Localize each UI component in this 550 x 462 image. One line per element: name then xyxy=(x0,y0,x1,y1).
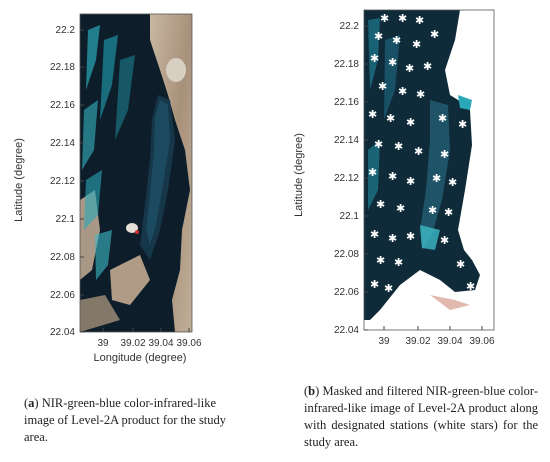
panel-b-image: ✱ ✱ ✱ ✱ ✱ ✱✱ ✱ ✱ ✱ ✱ ✱ ✱ ✱ ✱ ✱ ✱ ✱ ✱ ✱ ✱ ✱ ✱ ✱ ✱ ✱ ✱ ✱ ✱ ✱ ✱ ✱ … xyxy=(364,10,494,330)
svg-text:✱: ✱ xyxy=(368,166,377,179)
svg-text:✱: ✱ xyxy=(416,88,425,101)
svg-text:✱: ✱ xyxy=(370,278,379,291)
svg-text:✱: ✱ xyxy=(406,230,415,243)
panel-a-y-axis: 22.2 22.18 22.16 22.14 22.12 22.1 22.08 … xyxy=(13,25,84,338)
svg-text:✱: ✱ xyxy=(384,282,393,295)
panel-b-xtick-1: 39.02 xyxy=(405,336,430,347)
svg-text:✱: ✱ xyxy=(466,280,475,293)
svg-text:✱: ✱ xyxy=(412,38,421,51)
svg-text:✱: ✱ xyxy=(374,138,383,151)
svg-text:✱: ✱ xyxy=(398,85,407,98)
svg-text:✱: ✱ xyxy=(414,145,423,158)
svg-text:✱: ✱ xyxy=(405,62,414,75)
svg-text:✱: ✱ xyxy=(458,118,467,131)
svg-text:✱: ✱ xyxy=(440,148,449,161)
panel-a-xtick-2: 39.04 xyxy=(148,338,173,349)
svg-text:✱: ✱ xyxy=(388,170,397,183)
panel-b-ytick-8: 22.04 xyxy=(334,325,359,336)
panel-b-ytick-0: 22.2 xyxy=(340,21,360,32)
svg-text:✱: ✱ xyxy=(380,12,389,25)
svg-text:✱: ✱ xyxy=(438,112,447,125)
panel-a-ytick-6: 22.08 xyxy=(50,252,75,263)
svg-text:✱: ✱ xyxy=(406,116,415,129)
svg-text:✱: ✱ xyxy=(394,140,403,153)
svg-text:✱: ✱ xyxy=(368,108,377,121)
caption-a-text: NIR-green-blue color-infrared-like image… xyxy=(24,396,227,444)
svg-text:✱: ✱ xyxy=(440,234,449,247)
panel-b-y-axis: 22.2 22.18 22.16 22.14 22.12 22.1 22.08 … xyxy=(293,21,368,336)
panel-a-xtick-1: 39.02 xyxy=(120,338,145,349)
svg-text:✱: ✱ xyxy=(386,112,395,125)
panel-a-xtick-3: 39.06 xyxy=(176,338,201,349)
panel-b-figure: ✱ ✱ ✱ ✱ ✱ ✱✱ ✱ ✱ ✱ ✱ ✱ ✱ ✱ ✱ ✱ ✱ ✱ ✱ ✱ ✱ ✱ ✱ ✱ ✱ ✱ ✱ ✱ ✱ ✱ ✱ ✱ … xyxy=(293,9,495,347)
panel-b-ytick-2: 22.16 xyxy=(334,97,359,108)
svg-text:✱: ✱ xyxy=(370,52,379,65)
svg-text:✱: ✱ xyxy=(370,228,379,241)
svg-text:✱: ✱ xyxy=(428,204,437,217)
svg-text:✱: ✱ xyxy=(432,172,441,185)
caption-a: (a) NIR-green-blue color-infrared-like i… xyxy=(24,396,227,444)
panel-b-ytick-4: 22.12 xyxy=(334,173,359,184)
caption-b-text: Masked and filtered NIR-green-blue color… xyxy=(304,384,538,449)
panel-a-xlabel: Longitude (degree) xyxy=(94,352,187,364)
svg-text:✱: ✱ xyxy=(444,206,453,219)
svg-text:✱: ✱ xyxy=(415,14,424,27)
panel-a-ytick-8: 22.04 xyxy=(50,327,75,338)
panel-a-figure: 22.2 22.18 22.16 22.14 22.12 22.1 22.08 … xyxy=(13,13,202,364)
caption-b-letter: b xyxy=(308,384,316,398)
panel-b-ylabel: Latitude (degree) xyxy=(293,133,305,217)
svg-text:✱: ✱ xyxy=(388,232,397,245)
svg-text:✱: ✱ xyxy=(456,258,465,271)
svg-text:✱: ✱ xyxy=(406,175,415,188)
panel-a-image xyxy=(80,14,192,332)
panel-a-xtick-0: 39 xyxy=(97,338,109,349)
caption-a-letter: a xyxy=(28,396,35,410)
panel-a-ytick-4: 22.12 xyxy=(50,176,75,187)
svg-text:✱: ✱ xyxy=(448,176,457,189)
panel-a-ytick-1: 22.18 xyxy=(50,62,75,73)
panel-b-xtick-2: 39.04 xyxy=(437,336,462,347)
svg-text:✱: ✱ xyxy=(396,202,405,215)
svg-text:✱: ✱ xyxy=(388,56,397,69)
svg-text:✱: ✱ xyxy=(430,28,439,41)
panel-b-ytick-7: 22.06 xyxy=(334,287,359,298)
panel-a-ytick-5: 22.1 xyxy=(56,214,76,225)
panel-a-ylabel: Latitude (degree) xyxy=(13,138,25,222)
svg-text:✱: ✱ xyxy=(392,34,401,47)
svg-text:✱: ✱ xyxy=(376,254,385,267)
panel-a-ytick-2: 22.16 xyxy=(50,100,75,111)
svg-text:✱: ✱ xyxy=(378,80,387,93)
panel-b-ytick-6: 22.08 xyxy=(334,249,359,260)
station-stars: ✱ ✱ ✱ ✱ ✱ ✱✱ ✱ ✱ ✱ ✱ ✱ ✱ ✱ ✱ ✱ ✱ ✱ ✱ ✱ ✱ ✱ ✱ ✱ ✱ ✱ ✱ ✱ ✱ ✱ ✱ ✱ … xyxy=(368,12,475,295)
panel-a-x-axis: 39 39.02 39.04 39.06 Longitude (degree) xyxy=(94,328,202,364)
caption-b: (b) Masked and filtered NIR-green-blue c… xyxy=(304,384,538,449)
panel-a-ytick-7: 22.06 xyxy=(50,290,75,301)
panel-b-ytick-3: 22.14 xyxy=(334,135,359,146)
svg-text:✱: ✱ xyxy=(423,60,432,73)
panel-a-ytick-0: 22.2 xyxy=(56,25,76,36)
svg-text:✱: ✱ xyxy=(374,30,383,43)
panel-b-xtick-3: 39.06 xyxy=(469,336,494,347)
svg-text:✱: ✱ xyxy=(398,12,407,25)
svg-text:✱: ✱ xyxy=(394,256,403,269)
panel-b-x-axis: 39 39.02 39.04 39.06 xyxy=(378,326,495,347)
panel-b-ytick-5: 22.1 xyxy=(340,211,360,222)
panel-a-ytick-3: 22.14 xyxy=(50,138,75,149)
panel-b-ytick-1: 22.18 xyxy=(334,59,359,70)
svg-text:✱: ✱ xyxy=(376,198,385,211)
panel-b-xtick-0: 39 xyxy=(378,336,390,347)
